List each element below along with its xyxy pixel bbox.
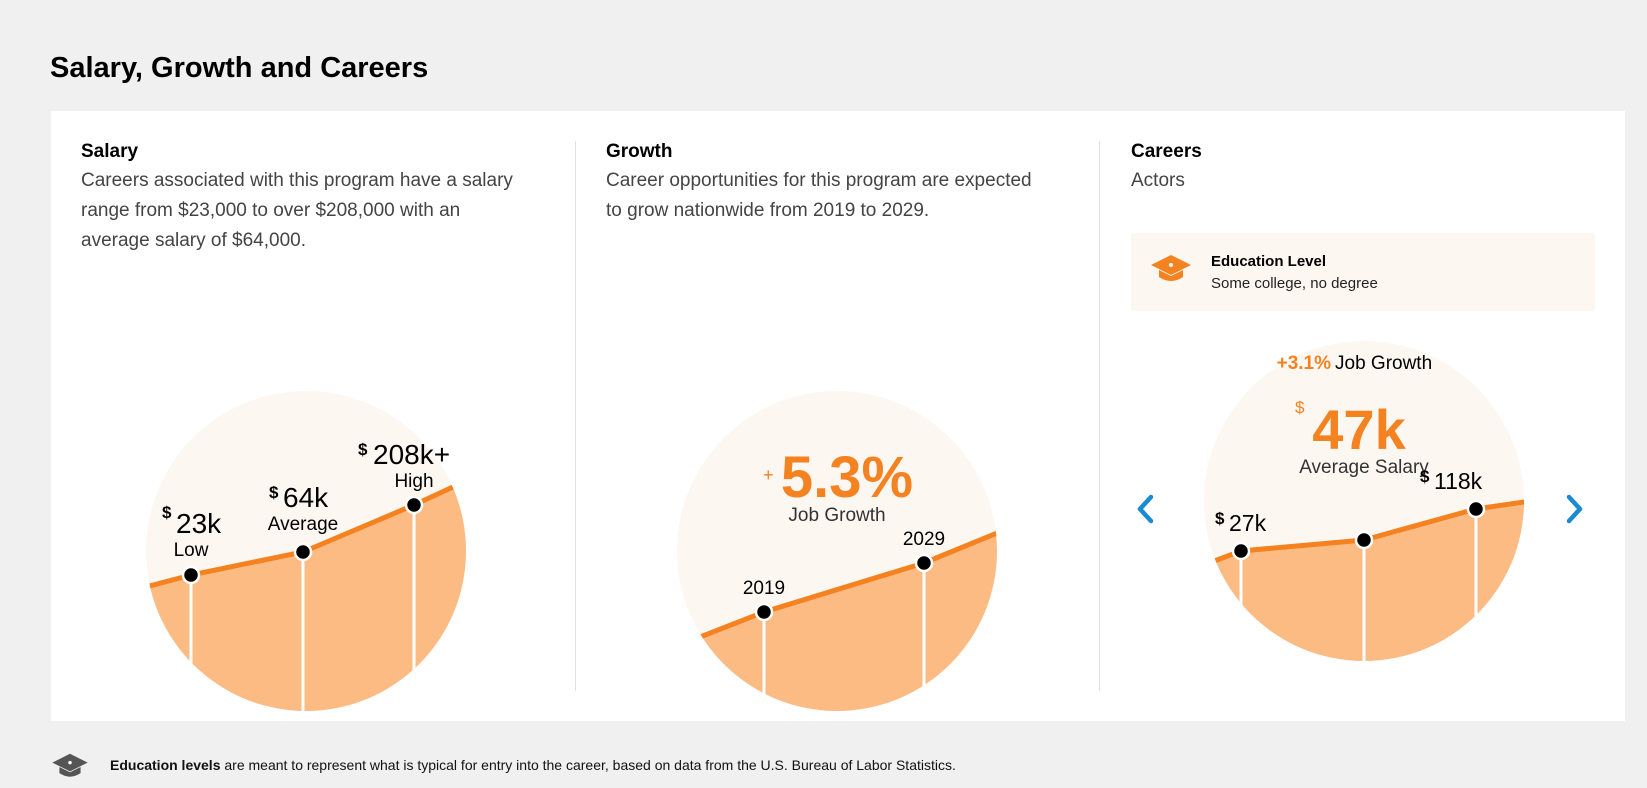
careers-avg-salary: 47k: [1312, 398, 1406, 461]
footer-note: Education levels are meant to represent …: [52, 752, 1152, 780]
growth-heading: Growth: [606, 141, 673, 162]
growth-caption: Job Growth: [788, 505, 885, 526]
column-divider: [1099, 141, 1100, 691]
salary-high-value: 208k+: [373, 439, 450, 470]
growth-chart: + 5.3% Job Growth 2019 2029: [677, 391, 997, 711]
salary-low-currency: $: [162, 503, 172, 522]
salary-avg-value: 64k: [283, 482, 329, 513]
footer-bold-text: Education levels: [110, 757, 221, 773]
salary-high-label: High: [394, 471, 433, 492]
salary-chart-area: [146, 481, 466, 711]
graduation-cap-icon: [1151, 255, 1191, 281]
salary-description-line: range from $23,000 to over $208,000 with…: [81, 200, 461, 221]
growth-description-line: to grow nationwide from 2019 to 2029.: [606, 200, 930, 221]
growth-start-year: 2019: [743, 578, 785, 599]
next-career-button[interactable]: [1559, 489, 1589, 529]
salary-point-low: [181, 565, 201, 585]
salary-description: Careers associated with this program hav…: [81, 166, 513, 256]
careers-high-currency: $: [1420, 467, 1430, 486]
growth-description: Career opportunities for this program ar…: [606, 166, 1032, 226]
growth-chart-line: [677, 526, 997, 649]
careers-avg-currency: $: [1295, 398, 1305, 417]
salary-point-high: [404, 495, 424, 515]
careers-low-currency: $: [1215, 509, 1225, 528]
previous-career-button[interactable]: [1131, 489, 1161, 529]
careers-avg-caption: Average Salary: [1299, 457, 1429, 478]
salary-avg-label: Average: [268, 514, 338, 535]
growth-point-start: [754, 602, 774, 622]
careers-point-high: [1466, 499, 1486, 519]
careers-point-low: [1231, 541, 1251, 561]
salary-description-line: average salary of $64,000.: [81, 230, 306, 251]
career-name: Actors: [1131, 170, 1185, 191]
growth-end-year: 2029: [903, 529, 945, 550]
careers-growth-caption: Job Growth: [1335, 353, 1432, 374]
graduation-cap-icon: [52, 753, 88, 777]
footer-rest-text: are meant to represent what is typical f…: [220, 757, 956, 773]
salary-growth-careers-card: Salary Careers associated with this prog…: [51, 111, 1625, 721]
salary-point-average: [293, 542, 313, 562]
careers-chart: +3.1% Job Growth $ 47k Average Salary $ …: [1204, 341, 1524, 661]
education-level-label: Education Level: [1211, 253, 1327, 270]
salary-low-value: 23k: [176, 508, 222, 539]
careers-low-value: 27k: [1229, 510, 1267, 536]
careers-chart-area: [1204, 501, 1524, 661]
education-level-box: Education Level Some college, no degree: [1131, 233, 1595, 311]
careers-point-average: [1354, 530, 1374, 550]
chevron-left-icon: [1137, 494, 1154, 524]
salary-low-label: Low: [174, 540, 209, 561]
salary-high-currency: $: [358, 440, 368, 459]
education-level-value: Some college, no degree: [1211, 275, 1378, 292]
growth-sign: +: [763, 465, 774, 485]
salary-description-line: Careers associated with this program hav…: [81, 170, 513, 191]
salary-heading: Salary: [81, 141, 139, 162]
growth-description-line: Career opportunities for this program ar…: [606, 170, 1032, 191]
careers-high-value: 118k: [1434, 468, 1483, 494]
column-divider: [575, 141, 576, 691]
chevron-right-icon: [1566, 494, 1583, 524]
careers-heading: Careers: [1131, 141, 1202, 162]
page-title: Salary, Growth and Careers: [50, 52, 429, 84]
careers-growth-value: +3.1%: [1277, 353, 1332, 374]
growth-point-end: [914, 553, 934, 573]
salary-avg-currency: $: [269, 483, 279, 502]
growth-percent: 5.3%: [781, 445, 913, 510]
salary-chart: $ 23k Low $ 64k Average $ 208k+ High: [146, 391, 466, 711]
footer-text: Education levels are meant to represent …: [110, 757, 956, 773]
